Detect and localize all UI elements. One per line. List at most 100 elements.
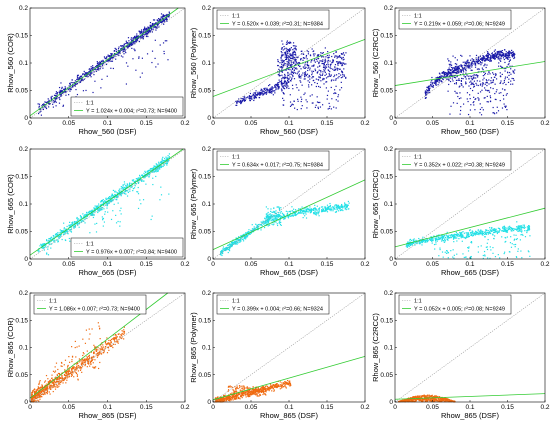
data-point xyxy=(506,231,509,233)
data-point xyxy=(512,54,514,56)
data-point xyxy=(160,21,163,24)
data-point xyxy=(343,62,345,64)
data-point xyxy=(499,82,501,85)
data-point xyxy=(345,205,348,208)
data-point xyxy=(137,35,140,37)
data-point xyxy=(520,225,522,228)
data-point xyxy=(343,75,345,77)
data-point xyxy=(461,240,463,242)
data-point xyxy=(271,218,273,220)
data-point xyxy=(288,42,290,44)
data-point xyxy=(127,37,130,39)
data-point xyxy=(450,74,452,76)
data-point xyxy=(471,64,473,67)
data-point xyxy=(529,255,531,257)
data-point xyxy=(505,67,507,70)
data-point xyxy=(294,53,297,55)
data-point xyxy=(345,77,347,79)
data-point xyxy=(61,231,63,234)
data-point xyxy=(449,71,451,74)
data-point xyxy=(458,86,460,88)
data-point xyxy=(161,161,163,163)
data-point xyxy=(154,26,156,28)
data-point xyxy=(103,56,106,58)
data-point xyxy=(315,85,317,88)
data-point xyxy=(307,76,309,78)
data-point xyxy=(226,247,229,249)
data-point xyxy=(287,49,289,51)
data-point xyxy=(475,64,477,66)
data-point xyxy=(138,30,140,32)
data-point xyxy=(129,182,131,184)
data-point xyxy=(166,20,168,22)
data-point xyxy=(131,186,133,188)
data-point xyxy=(322,206,324,208)
x-axis-label: Rhow_665 (DSF) xyxy=(441,268,499,277)
data-point xyxy=(509,65,511,67)
data-point xyxy=(61,87,63,90)
data-point xyxy=(462,86,464,88)
data-point xyxy=(294,59,296,62)
data-point xyxy=(294,209,297,211)
data-point xyxy=(449,74,451,76)
data-point xyxy=(474,230,477,232)
data-point xyxy=(249,99,251,102)
data-point xyxy=(290,62,292,64)
data-point xyxy=(279,221,281,223)
data-point xyxy=(463,256,465,259)
data-point xyxy=(479,232,481,235)
data-point xyxy=(160,186,162,188)
data-point xyxy=(111,53,113,55)
data-point xyxy=(253,97,255,100)
data-point xyxy=(228,248,231,250)
data-point xyxy=(289,210,291,213)
data-point xyxy=(318,212,320,214)
data-point xyxy=(481,230,483,232)
data-point xyxy=(50,96,52,98)
data-point xyxy=(153,23,155,25)
x-tick-label: 0 xyxy=(211,261,215,268)
data-point xyxy=(468,65,470,67)
data-point xyxy=(142,37,144,39)
data-point xyxy=(301,105,303,107)
data-point xyxy=(75,83,78,85)
data-point xyxy=(456,72,458,75)
data-point xyxy=(43,246,46,248)
data-point xyxy=(58,91,60,93)
data-point xyxy=(69,90,71,92)
data-point xyxy=(452,80,454,82)
data-point xyxy=(281,216,283,218)
data-point xyxy=(309,206,311,208)
data-point xyxy=(454,77,457,79)
data-point xyxy=(508,78,510,80)
data-point xyxy=(447,71,449,74)
data-point xyxy=(508,61,510,63)
data-point xyxy=(286,60,288,63)
data-point xyxy=(456,253,458,255)
data-point xyxy=(300,96,302,98)
data-point xyxy=(318,54,320,56)
data-point xyxy=(407,241,409,243)
data-point xyxy=(132,44,134,46)
data-point xyxy=(336,204,338,206)
data-point xyxy=(331,55,333,58)
data-point xyxy=(507,228,509,230)
data-point xyxy=(155,168,157,170)
data-point xyxy=(291,206,293,208)
data-point xyxy=(243,97,245,99)
data-point xyxy=(451,75,453,77)
data-point xyxy=(502,226,504,228)
data-point xyxy=(469,232,471,234)
data-point xyxy=(494,49,496,51)
data-point xyxy=(306,101,308,103)
data-point xyxy=(436,240,439,242)
data-point xyxy=(331,79,333,81)
data-point xyxy=(273,207,275,209)
data-point xyxy=(492,106,494,109)
data-point xyxy=(484,233,486,235)
data-point xyxy=(450,64,453,66)
data-point xyxy=(425,91,427,94)
data-point xyxy=(90,76,92,78)
data-point xyxy=(510,73,512,75)
data-point xyxy=(495,78,498,80)
